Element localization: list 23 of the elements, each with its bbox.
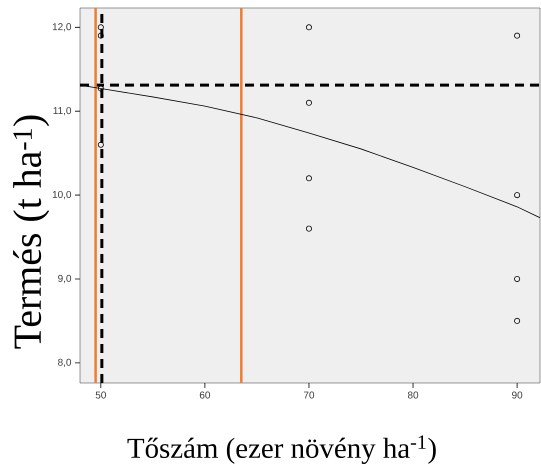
point [306, 100, 312, 106]
x-tick-label: 80 [408, 392, 418, 399]
point [514, 318, 520, 324]
point [514, 276, 520, 282]
y-axis-title: Termés (t ha$^{-1}$) [13, 115, 50, 349]
y-tick-label: 8,0 [58, 358, 72, 367]
point [98, 24, 104, 30]
x-tick-label: 50 [96, 392, 106, 399]
y-tick-label: 10,0 [52, 190, 72, 200]
point [514, 192, 520, 198]
point [306, 24, 312, 30]
point [306, 226, 312, 232]
x-axis-title: Tőszám (ezer növény ha$^{-1}$) [127, 435, 436, 464]
x-tick-label: 60 [200, 392, 210, 399]
y-tick-label: 12,0 [52, 23, 72, 32]
x-tick-label: 70 [304, 392, 314, 399]
x-tick-label: 90 [512, 392, 522, 399]
point [98, 32, 104, 39]
point [98, 142, 104, 148]
point [306, 175, 312, 182]
y-tick-label: 9,0 [58, 274, 72, 284]
y-tick-label: 11,0 [54, 107, 72, 116]
point [514, 32, 520, 39]
